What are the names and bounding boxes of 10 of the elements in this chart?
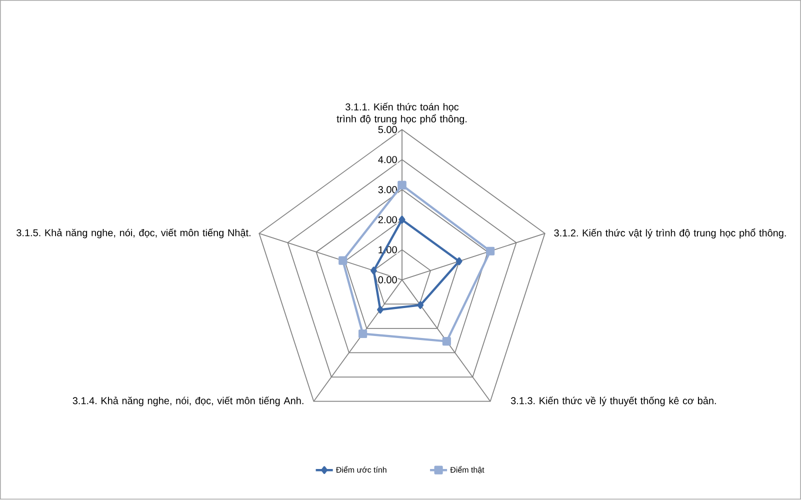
spoke-label: 3.1.5. Khả năng nghe, nói, đọc, viết môn tiếng Nhật. <box>16 228 250 238</box>
y-tick-label: 4.00 <box>378 156 397 164</box>
y-tick-label: 0.00 <box>378 276 397 284</box>
y-tick-label: 2.00 <box>378 216 397 224</box>
y-tick-label: 3.00 <box>378 186 397 194</box>
spoke-label: 3.1.3. Kiến thức về lý thuyết thống kê cơ bản. <box>510 396 716 406</box>
spoke-label: 3.1.2. Kiến thức vật lý trình độ trung học phổ thông. <box>554 228 786 239</box>
spoke-label: 3.1.4. Khả năng nghe, nói, đọc, viết môn tiếng Anh. <box>72 396 304 406</box>
y-tick-label: 5.00 <box>378 126 397 134</box>
spoke-label: 3.1.1. Kiến thức toán học trình độ trung học phổ thông. <box>336 102 467 125</box>
